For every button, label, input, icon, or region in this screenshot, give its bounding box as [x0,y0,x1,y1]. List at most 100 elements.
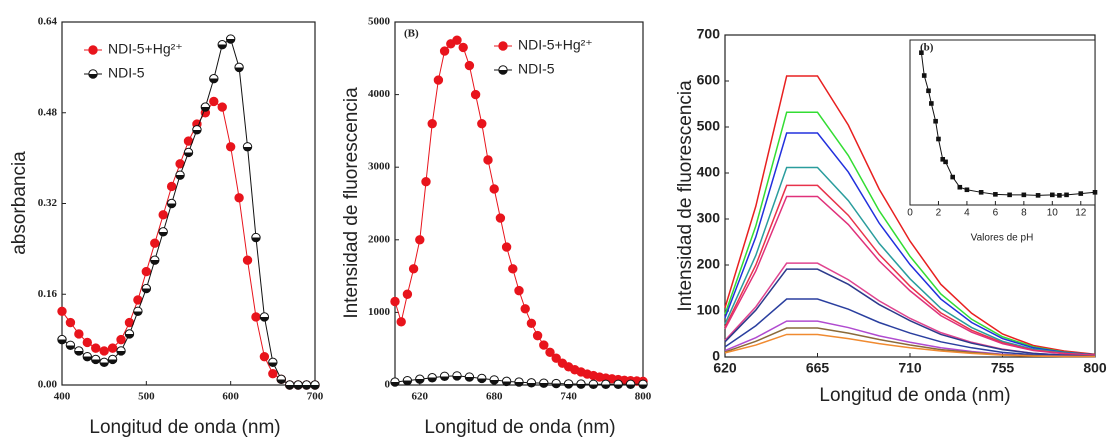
data-point [251,312,261,322]
data-point [433,75,444,85]
x-tick-label: 755 [991,360,1015,376]
data-point [396,317,406,327]
data-point [926,88,931,94]
data-point [936,136,941,142]
y-tick-label: 200 [697,256,721,272]
data-point [1078,191,1084,196]
legend-marker [88,69,98,79]
y-tick-label: 2000 [368,233,391,245]
data-point [259,351,270,362]
y-tick-label: 0.32 [38,197,58,209]
data-point [563,379,574,389]
data-point [82,337,93,348]
x-tick-label: 4 [964,208,970,219]
data-point [217,39,227,50]
panel: 400 500 600 700 0.00 0.16 0.32 0.48 0.64 Longitud… [9,16,324,438]
data-point [91,343,101,353]
data-point [526,318,537,328]
data-point [57,306,67,316]
y-tick-label: 100 [697,302,721,318]
data-point [82,351,93,362]
data-point [124,329,135,339]
data-point [943,159,948,165]
data-point [209,96,219,107]
data-point [301,380,312,390]
data-point [520,304,530,314]
data-point [495,213,506,223]
data-point [993,192,998,197]
data-point [251,232,261,243]
series-line [724,298,1096,358]
data-point [458,42,468,53]
data-point [268,357,278,368]
x-axis-label: Longitud de onda (nm) [89,417,280,438]
data-point [545,347,555,358]
data-point [439,371,450,381]
data-point [576,379,586,389]
y-axis-label: absorbancia [9,151,30,255]
x-axis-label: Longitud de onda (nm) [819,385,1010,406]
data-point [464,372,475,382]
data-point [107,354,118,365]
data-point [638,379,648,389]
data-point [1057,193,1062,198]
y-tick-label: 0.48 [38,106,58,118]
data-point [452,35,462,45]
x-tick-label: 800 [635,391,652,403]
data-point [551,378,561,389]
x-tick-label: 710 [898,360,922,376]
legend-marker [498,65,508,75]
y-axis-label: Intensidad de fluorescencia [675,80,696,312]
data-point [99,357,109,368]
legend-label: NDI-5+Hg²⁺ [518,37,593,53]
data-point [539,340,549,350]
series-line [724,166,1096,356]
x-axis-label: Longitud de onda (nm) [424,417,615,438]
data-point [259,312,270,322]
x-tick-label: 740 [560,391,577,403]
data-point [1007,192,1012,198]
data-point [1035,193,1041,198]
x-tick-label: 620 [713,360,737,376]
x-tick-label: 500 [138,391,155,403]
data-point [427,118,437,129]
data-point [588,379,599,389]
data-point [921,73,927,78]
panel-label: (B) [404,28,419,40]
y-tick-label: 600 [697,72,721,88]
y-tick-label: 1000 [368,306,391,318]
x-tick-label: 800 [1083,360,1107,376]
data-point [234,193,244,203]
data-point [242,255,253,265]
y-tick-label: 0 [385,379,391,391]
data-point [427,373,437,383]
data-point [415,235,425,245]
series-line [724,111,1096,356]
data-point [489,375,499,385]
y-tick-label: 4000 [368,88,391,100]
data-point [141,266,152,277]
data-point [150,238,160,248]
data-point [234,62,244,73]
data-point [225,34,236,44]
data-point [452,371,462,381]
data-point [209,74,219,84]
legend-label: NDI-5 [108,65,145,81]
x-tick-label: 620 [412,391,429,403]
data-point [919,50,924,55]
legend-label: NDI-5+Hg²⁺ [108,41,183,57]
data-point [625,379,636,389]
data-point [601,379,611,389]
y-tick-label: 3000 [368,161,391,173]
data-point [158,210,168,220]
data-point [501,376,512,387]
data-point [464,60,475,71]
panel: 620 680 740 800 0 1000 2000 3000 4000 5000 Longitu… [341,16,652,438]
data-point [310,380,320,390]
data-point [501,242,512,252]
data-point [477,118,487,129]
data-point [470,89,481,100]
y-tick-label: 500 [697,118,721,134]
data-point [613,379,623,389]
